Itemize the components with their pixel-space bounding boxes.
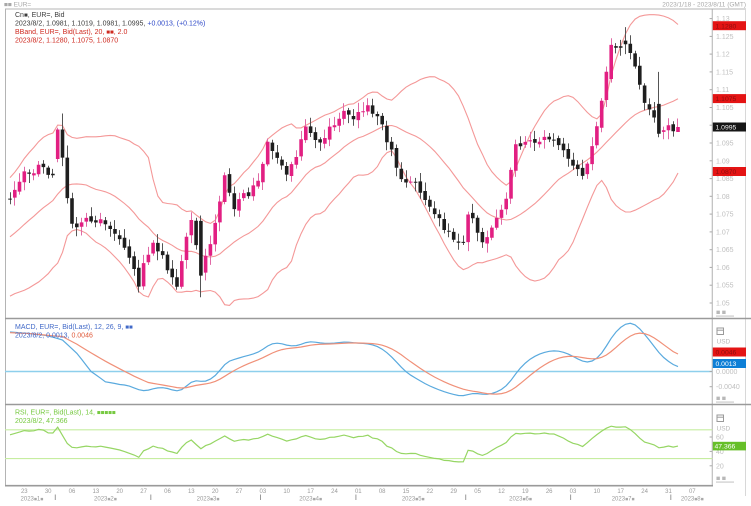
svg-text:13: 13 — [93, 489, 100, 495]
svg-text:■■: ■■ — [716, 310, 727, 317]
svg-text:22: 22 — [427, 489, 434, 495]
svg-text:2023/8/2, 1.0981, 1.1019, 1.09: 2023/8/2, 1.0981, 1.1019, 1.0981, 1.0995… — [15, 21, 205, 28]
svg-text:USD: USD — [717, 426, 731, 433]
svg-text:2023/8/2, 47.366: 2023/8/2, 47.366 — [15, 418, 68, 425]
svg-text:24: 24 — [331, 489, 338, 495]
svg-text:06: 06 — [164, 489, 171, 495]
svg-text:BBand, EUR=, Bid(Last), 20, ■■: BBand, EUR=, Bid(Last), 20, ■■, 2.0 — [15, 29, 127, 36]
svg-text:Cn■, EUR=, Bid: Cn■, EUR=, Bid — [15, 12, 65, 19]
svg-text:1.075: 1.075 — [716, 212, 734, 219]
svg-text:USD: USD — [717, 339, 731, 346]
svg-text:17: 17 — [307, 489, 314, 495]
svg-text:1.105: 1.105 — [716, 105, 734, 112]
svg-text:2023■1■: 2023■1■ — [21, 496, 44, 501]
svg-text:60: 60 — [716, 435, 724, 442]
svg-text:07: 07 — [689, 489, 696, 495]
svg-text:20: 20 — [716, 463, 724, 470]
svg-text:1.13: 1.13 — [716, 16, 730, 23]
svg-text:0.0000: 0.0000 — [716, 369, 738, 376]
svg-text:20: 20 — [116, 489, 123, 495]
svg-text:15: 15 — [403, 489, 410, 495]
svg-text:1.07: 1.07 — [716, 229, 730, 236]
svg-text:27: 27 — [236, 489, 243, 495]
svg-text:24: 24 — [641, 489, 648, 495]
svg-text:1.12: 1.12 — [716, 52, 730, 59]
svg-text:29: 29 — [450, 489, 457, 495]
svg-text:2023■7■: 2023■7■ — [612, 496, 635, 501]
svg-text:2023/1/18 - 2023/8/11 (GMT): 2023/1/18 - 2023/8/11 (GMT) — [662, 2, 746, 9]
svg-text:2023■4■: 2023■4■ — [299, 496, 322, 501]
svg-text:05: 05 — [474, 489, 481, 495]
svg-text:03: 03 — [260, 489, 267, 495]
svg-text:1.06: 1.06 — [716, 265, 730, 272]
svg-text:10: 10 — [594, 489, 601, 495]
svg-text:31: 31 — [665, 489, 672, 495]
svg-text:30: 30 — [45, 489, 52, 495]
svg-text:10: 10 — [283, 489, 290, 495]
svg-text:■■ EUR=: ■■ EUR= — [4, 2, 31, 9]
svg-text:2023■6■: 2023■6■ — [509, 496, 532, 501]
svg-text:1.115: 1.115 — [716, 69, 733, 76]
svg-text:1.125: 1.125 — [716, 34, 734, 41]
svg-text:13: 13 — [188, 489, 195, 495]
svg-text:2023■2■: 2023■2■ — [94, 496, 117, 501]
svg-text:0.0013: 0.0013 — [716, 361, 737, 368]
svg-text:2023■5■: 2023■5■ — [402, 496, 425, 501]
svg-text:40: 40 — [716, 449, 724, 456]
svg-text:1.0870: 1.0870 — [716, 169, 737, 176]
svg-text:17: 17 — [617, 489, 624, 495]
svg-text:-0.0040: -0.0040 — [716, 384, 740, 391]
svg-text:2023/8/2, 1.1280, 1.1075, 1.08: 2023/8/2, 1.1280, 1.1075, 1.0870 — [15, 38, 118, 45]
svg-text:12: 12 — [498, 489, 505, 495]
svg-text:RSI, EUR=, Bid(Last), 14, ■■■■: RSI, EUR=, Bid(Last), 14, ■■■■■ — [15, 410, 116, 417]
svg-text:MACD, EUR=, Bid(Last), 12, 26,: MACD, EUR=, Bid(Last), 12, 26, 9, ■■ — [15, 324, 133, 331]
svg-text:0.0046: 0.0046 — [716, 350, 737, 357]
svg-text:19: 19 — [522, 489, 529, 495]
svg-text:1.1280: 1.1280 — [716, 23, 737, 30]
svg-text:1.09: 1.09 — [716, 158, 730, 165]
svg-text:27: 27 — [140, 489, 147, 495]
svg-text:03: 03 — [570, 489, 577, 495]
svg-text:1.11: 1.11 — [716, 87, 729, 94]
svg-text:20: 20 — [212, 489, 219, 495]
svg-text:26: 26 — [546, 489, 553, 495]
svg-text:1.05: 1.05 — [716, 301, 730, 308]
svg-text:23: 23 — [21, 489, 28, 495]
svg-text:1.08: 1.08 — [716, 194, 730, 201]
svg-text:■■: ■■ — [716, 396, 727, 403]
svg-text:2023/8/2, 0.0013, 0.0046: 2023/8/2, 0.0013, 0.0046 — [15, 333, 93, 340]
svg-text:47.366: 47.366 — [715, 444, 736, 451]
svg-text:1.055: 1.055 — [716, 283, 734, 290]
svg-text:2023■3■: 2023■3■ — [197, 496, 220, 501]
svg-text:01: 01 — [355, 489, 362, 495]
svg-text:1.095: 1.095 — [716, 141, 734, 148]
svg-text:08: 08 — [379, 489, 386, 495]
svg-text:1.085: 1.085 — [716, 176, 734, 183]
svg-text:06: 06 — [69, 489, 76, 495]
svg-text:2023■8■: 2023■8■ — [681, 496, 704, 501]
svg-text:1.1075: 1.1075 — [716, 96, 737, 103]
svg-text:■■: ■■ — [716, 476, 727, 483]
svg-text:1.065: 1.065 — [716, 247, 734, 254]
svg-text:1.0995: 1.0995 — [716, 125, 737, 132]
